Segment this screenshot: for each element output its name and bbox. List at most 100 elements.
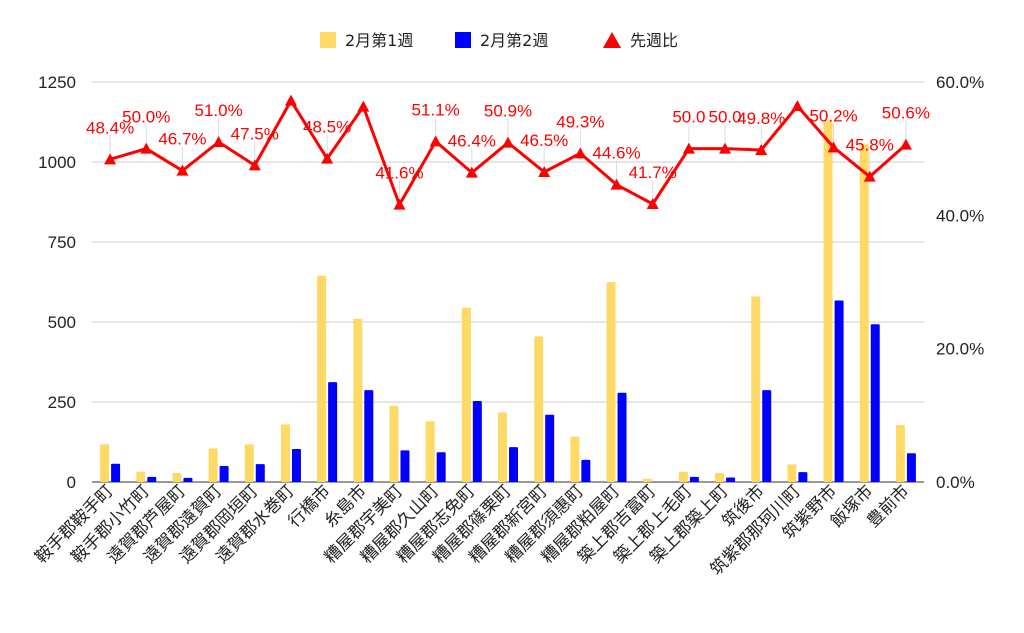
y-right-tick-label: 40.0%: [936, 206, 984, 225]
ratio-data-label: 50.0%: [122, 108, 170, 127]
ratio-point: [538, 166, 551, 177]
ratio-point: [212, 136, 225, 147]
bar-series-0: [859, 144, 869, 482]
ratio-data-label: 44.6%: [592, 144, 640, 163]
bar-series-1: [255, 464, 265, 482]
bar-series-1: [400, 450, 410, 482]
bar-series-1: [111, 463, 121, 482]
ratio-point: [574, 147, 587, 159]
ratio-data-label: 50.2%: [809, 106, 857, 125]
bar-series-1: [509, 447, 518, 482]
y-left-tick-label: 750: [48, 233, 76, 252]
legend-triangle-marker: [603, 32, 621, 48]
ratio-data-label: 49.8%: [737, 109, 785, 128]
bar-series-1: [762, 390, 772, 482]
bar-series-1: [726, 477, 736, 482]
ratio-point: [393, 198, 406, 210]
legend-label-series-2: 先週比: [630, 31, 678, 50]
bar-series-0: [208, 448, 218, 482]
ratio-point: [682, 142, 695, 154]
legend-swatch-series-1: [455, 32, 471, 48]
ratio-data-label: 51.0%: [195, 101, 243, 120]
bar-series-0: [461, 307, 471, 482]
x-axis: 鞍手郡鞍手町鞍手郡小竹町遠賀郡芦屋町遠賀郡遠賀町遠賀郡岡垣町遠賀郡水巻町行橋市糸…: [31, 481, 913, 579]
bar-series-0: [353, 318, 363, 482]
ratio-point: [863, 170, 876, 182]
bar-series-0: [100, 444, 110, 482]
ratio-point: [899, 138, 912, 150]
ratio-point: [465, 166, 478, 178]
ratio-data-label: 48.5%: [303, 118, 351, 137]
ratio-data-label: 48.4%: [86, 118, 134, 137]
bar-series-1: [291, 449, 301, 482]
y-left-tick-label: 1250: [38, 73, 76, 92]
bar-series-1: [906, 453, 916, 482]
bar-series-0: [389, 405, 399, 482]
x-tick-label: 豊前市: [863, 481, 913, 531]
ratio-data-label: 46.7%: [158, 130, 206, 149]
y-right-tick-label: 60.0%: [936, 73, 984, 92]
bar-series-1: [617, 392, 627, 482]
ratio-point: [321, 152, 334, 164]
ratio-point: [248, 159, 261, 171]
ratio-point: [176, 164, 189, 176]
y-axis-left: 0 250 500 750 1000 1250: [38, 73, 76, 492]
bar-series-0: [172, 473, 182, 482]
legend-swatch-series-0: [320, 32, 336, 48]
ratio-point: [140, 142, 153, 154]
bar-series-1: [147, 476, 157, 482]
bar-series-0: [823, 120, 833, 483]
ratio-data-label: 50.6%: [882, 104, 930, 123]
ratio-data-label: 51.1%: [412, 100, 460, 119]
bar-series-1: [798, 472, 808, 482]
bar-series-1: [328, 382, 338, 482]
legend-label-series-0: 2月第1週: [345, 31, 413, 50]
ratio-data-label: 49.3%: [556, 112, 604, 131]
gridlines: [92, 81, 924, 483]
bar-series-0: [570, 436, 580, 482]
ratio-point: [791, 100, 804, 111]
ratio-data-label: 47.5%: [231, 124, 279, 143]
ratio-point: [284, 94, 297, 106]
ratio-point: [610, 178, 623, 190]
bar-series-0: [678, 471, 688, 482]
ratio-data-label: 46.4%: [448, 132, 496, 151]
bar-series-0: [895, 425, 905, 482]
bar-series-0: [317, 275, 327, 482]
y-left-tick-label: 0: [67, 473, 76, 492]
y-right-tick-label: 0.0%: [936, 473, 975, 492]
bar-series-1: [436, 452, 446, 482]
ratio-point: [429, 135, 442, 147]
bar-series-0: [642, 478, 652, 482]
bar-series-1: [545, 414, 555, 482]
ratio-data-label: 50.0: [708, 108, 741, 127]
ratio-point: [755, 144, 768, 155]
ratio-line: [104, 94, 912, 210]
y-left-tick-label: 250: [48, 393, 76, 412]
ratio-data-label: 50.0: [672, 108, 705, 127]
ratio-point: [646, 198, 659, 209]
bar-series-0: [534, 336, 544, 482]
bar-series-0: [136, 471, 146, 482]
bar-series-0: [751, 296, 761, 482]
y-left-tick-label: 500: [48, 313, 76, 332]
bar-series-1: [472, 401, 482, 482]
ratio-data-label: 50.9%: [484, 102, 532, 121]
bar-series-0: [498, 412, 507, 482]
ratio-point: [502, 136, 514, 148]
legend-label-series-1: 2月第2週: [480, 31, 548, 50]
bar-series-1: [219, 466, 229, 482]
ratio-data-label: 41.6%: [375, 164, 423, 183]
y-axis-right: 0.0% 20.0% 40.0% 60.0%: [936, 73, 984, 492]
data-labels: 48.4%50.0% 46.7% 51.0% 47.5% 48.5% 41.6% 51.1%…: [86, 100, 930, 199]
ratio-point: [104, 153, 117, 165]
y-left-tick-label: 1000: [38, 153, 76, 172]
ratio-point: [719, 142, 732, 154]
bars: [100, 120, 916, 483]
bar-series-1: [834, 300, 844, 482]
ratio-data-label: 45.8%: [846, 136, 894, 155]
legend: 2月第1週 2月第2週 先週比: [320, 31, 678, 50]
bar-series-1: [870, 324, 880, 482]
bar-series-0: [244, 444, 254, 482]
